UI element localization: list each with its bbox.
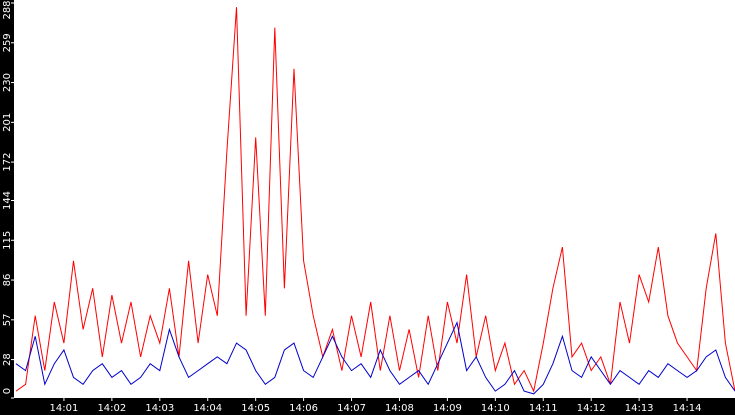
x-tick-label: 14:11 — [529, 403, 558, 414]
series-line — [15, 321, 735, 395]
x-tick-label: 14:03 — [145, 403, 174, 414]
y-tick-label: 288 — [2, 0, 13, 19]
x-tick-label: 14:06 — [289, 403, 318, 414]
y-tick-label: 28 — [2, 353, 13, 366]
x-tick-label: 14:08 — [385, 403, 414, 414]
x-tick-label: 14:02 — [97, 403, 126, 414]
x-tick-label: 14:04 — [193, 403, 222, 414]
x-tick-label: 14:13 — [625, 403, 654, 414]
y-tick-label: 230 — [2, 73, 13, 92]
y-tick-label: 86 — [2, 274, 13, 287]
x-tick-label: 14:10 — [481, 403, 510, 414]
x-axis-strip — [0, 398, 735, 415]
y-tick-label: 259 — [2, 33, 13, 52]
x-tick-label: 14:14 — [673, 403, 702, 414]
x-tick-label: 14:05 — [241, 403, 270, 414]
y-tick-label: 0 — [2, 388, 13, 394]
x-tick-label: 14:07 — [337, 403, 366, 414]
y-tick-label: 57 — [2, 313, 13, 326]
series-line — [15, 7, 735, 393]
y-tick-label: 201 — [2, 113, 13, 132]
x-tick-label: 14:09 — [433, 403, 462, 414]
y-tick-label: 172 — [2, 153, 13, 172]
y-tick-label: 115 — [2, 231, 13, 250]
x-tick-label: 14:01 — [50, 403, 79, 414]
y-tick-label: 144 — [2, 191, 13, 210]
y-axis-strip — [0, 0, 14, 415]
x-tick-label: 14:12 — [577, 403, 606, 414]
